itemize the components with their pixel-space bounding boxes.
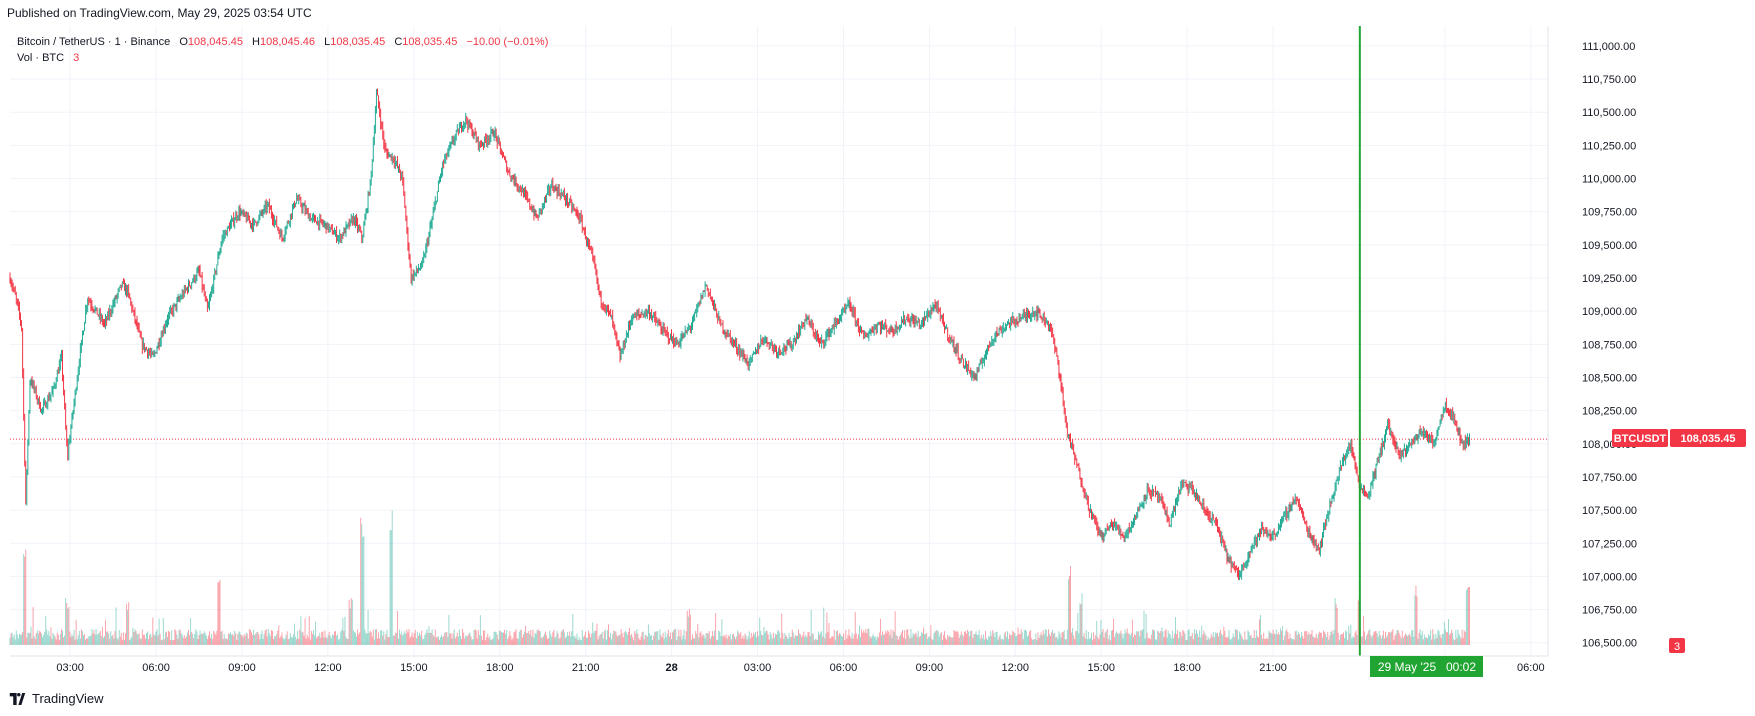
time-tick-label: 21:00 bbox=[572, 662, 600, 674]
price-tick-label: 109,250.00 bbox=[1582, 273, 1637, 285]
time-tick-label: 18:00 bbox=[486, 662, 514, 674]
price-tick-label: 107,750.00 bbox=[1582, 472, 1637, 484]
price-tag-value-bg bbox=[1670, 429, 1746, 447]
price-tick-label: 110,000.00 bbox=[1582, 174, 1636, 186]
time-tick-label: 12:00 bbox=[1002, 662, 1030, 674]
legend-open-value: 108,045.45 bbox=[188, 36, 243, 48]
price-tick-label: 106,500.00 bbox=[1582, 638, 1637, 650]
time-tick-label: 06:00 bbox=[142, 662, 170, 674]
legend-line: Bitcoin / TetherUS · 1 · Binance O108,04… bbox=[17, 36, 548, 48]
grid-lines bbox=[10, 26, 1548, 656]
price-tick-label: 108,750.00 bbox=[1582, 339, 1637, 351]
volume-bars bbox=[9, 510, 1470, 645]
legend-close-value: 108,035.45 bbox=[402, 36, 457, 48]
time-tick-label: 03:00 bbox=[744, 662, 772, 674]
price-tick-label: 111,000.00 bbox=[1582, 41, 1635, 53]
crosshair-label-bg bbox=[1370, 656, 1483, 677]
time-tick-label: 21:00 bbox=[1259, 662, 1287, 674]
volume-tag: 3 bbox=[1669, 638, 1685, 653]
volume-legend-value: 3 bbox=[73, 52, 79, 64]
legend-low-value: 108,035.45 bbox=[330, 36, 385, 48]
time-tick-label: 06:00 bbox=[830, 662, 858, 674]
time-tick-label: 03:00 bbox=[56, 662, 84, 674]
price-tick-label: 110,250.00 bbox=[1582, 140, 1636, 152]
price-tick-label: 109,000.00 bbox=[1582, 306, 1637, 318]
legend-close-label: C bbox=[394, 36, 402, 48]
published-caption: Published on TradingView.com, May 29, 20… bbox=[7, 6, 312, 20]
tradingview-logo-icon bbox=[9, 692, 26, 705]
price-tick-label: 107,250.00 bbox=[1582, 538, 1637, 550]
volume-tag-value: 3 bbox=[1674, 641, 1680, 653]
time-tick-label: 12:00 bbox=[314, 662, 342, 674]
legend-open-label: O bbox=[179, 36, 188, 48]
time-tick-label: 15:00 bbox=[400, 662, 428, 674]
volume-legend-line: Vol · BTC 3 bbox=[17, 52, 79, 64]
volume-legend-label: Vol · BTC bbox=[17, 52, 64, 64]
volume-tag-bg bbox=[1669, 638, 1685, 653]
price-tick-label: 107,000.00 bbox=[1582, 571, 1637, 583]
legend-low-label: L bbox=[324, 36, 330, 48]
legend-change: −10.00 (−0.01%) bbox=[466, 36, 548, 48]
candles bbox=[9, 88, 1470, 581]
crosshair-time: 00:02 bbox=[1446, 660, 1476, 674]
price-axis[interactable]: 106,500.00 106,750.00 107,000.00 107,250.00… bbox=[1582, 41, 1637, 650]
time-tick-label: 28 bbox=[665, 662, 677, 674]
price-tick-label: 108,250.00 bbox=[1582, 406, 1637, 418]
footer-brand-text: TradingView bbox=[32, 691, 104, 706]
time-tick-label: 18:00 bbox=[1173, 662, 1201, 674]
price-tick-label: 108,500.00 bbox=[1582, 372, 1637, 384]
price-tick-label: 110,750.00 bbox=[1582, 74, 1636, 86]
time-tick-label: 15:00 bbox=[1087, 662, 1115, 674]
chart-legend: Bitcoin / TetherUS · 1 · Binance O108,04… bbox=[17, 36, 548, 64]
price-tick-label: 110,500.00 bbox=[1582, 107, 1636, 119]
time-axis[interactable]: 03:00 06:00 09:00 12:00 15:00 18:00 21:00 28 03:… bbox=[56, 662, 1544, 674]
crosshair-date: 29 May '25 bbox=[1378, 660, 1437, 674]
legend-high-value: 108,045.46 bbox=[260, 36, 315, 48]
crosshair-time-label: 29 May '25 00:02 bbox=[1370, 656, 1483, 677]
price-tag-value: 108,035.45 bbox=[1680, 433, 1735, 445]
time-tick-label: 06:00 bbox=[1517, 662, 1545, 674]
price-tick-label: 109,500.00 bbox=[1582, 240, 1637, 252]
time-tick-label: 09:00 bbox=[916, 662, 944, 674]
price-tag-symbol-bg bbox=[1612, 429, 1668, 447]
price-tag-symbol: BTCUSDT bbox=[1614, 433, 1667, 445]
last-price-tag: BTCUSDT 108,035.45 bbox=[1612, 429, 1746, 447]
price-tick-label: 106,750.00 bbox=[1582, 605, 1637, 617]
price-tick-label: 109,750.00 bbox=[1582, 207, 1637, 219]
legend-high-label: H bbox=[252, 36, 260, 48]
price-tick-label: 107,500.00 bbox=[1582, 505, 1637, 517]
legend-symbol: Bitcoin / TetherUS · 1 · Binance bbox=[17, 36, 170, 48]
time-tick-label: 09:00 bbox=[228, 662, 256, 674]
footer-brand[interactable]: TradingView bbox=[9, 691, 104, 706]
